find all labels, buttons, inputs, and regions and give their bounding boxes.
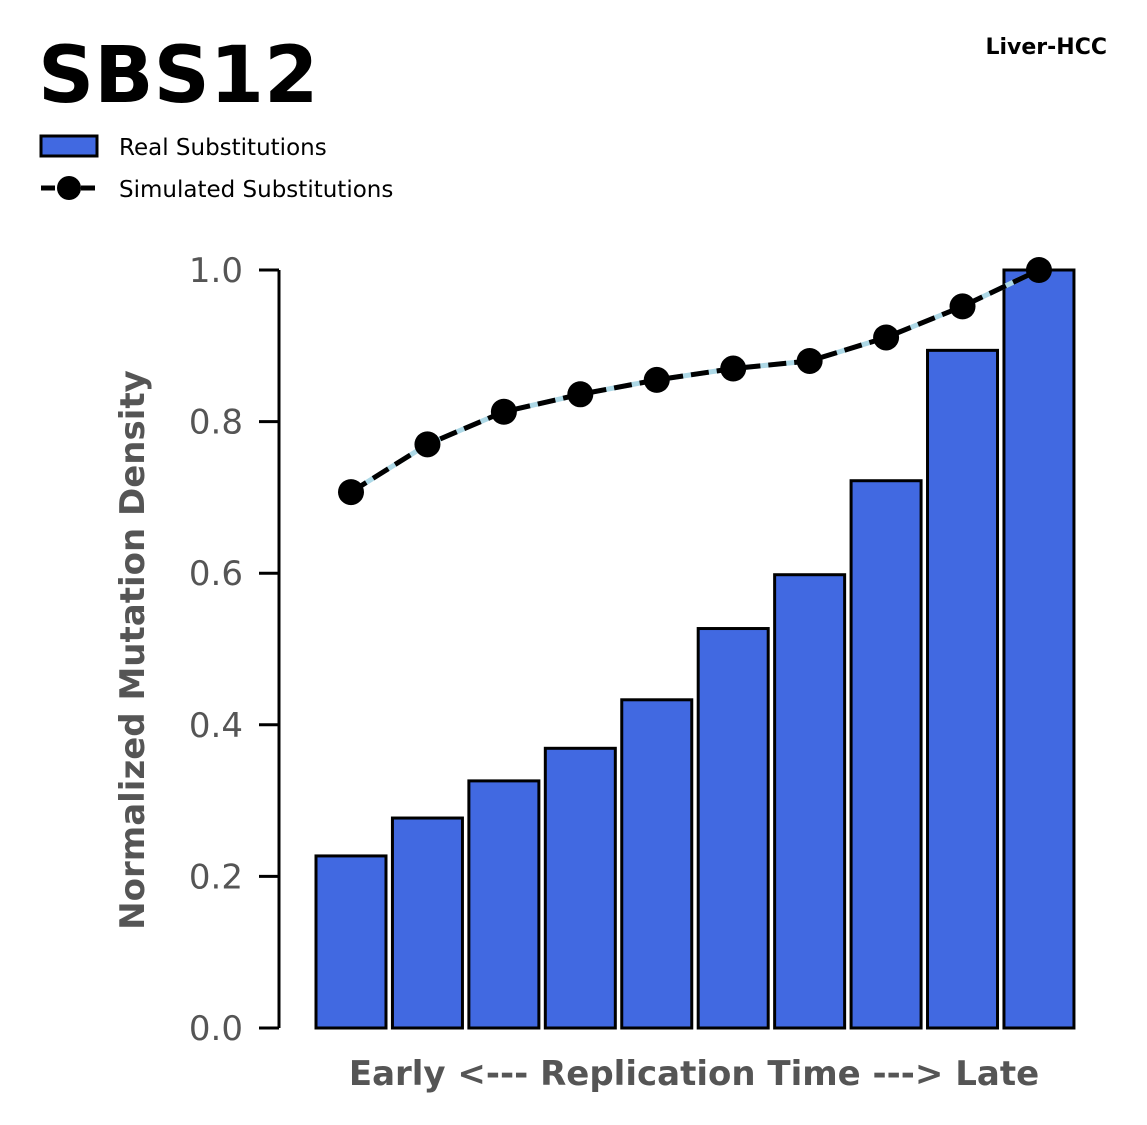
simulated-point-3 [490, 398, 517, 425]
y-axis-label: Normalized Mutation Density [113, 370, 153, 930]
simulated-point-6 [720, 355, 747, 382]
legend-swatch-real [39, 134, 99, 158]
simulated-point-2 [414, 431, 441, 458]
simulated-point-9 [949, 293, 976, 320]
y-tick-label-4: 0.8 [189, 403, 243, 443]
simulated-point-8 [873, 324, 900, 351]
bar-2 [390, 816, 464, 1030]
chart-subtitle: Liver-HCC [985, 35, 1107, 60]
x-axis-label: Early <--- Replication Time ---> Late [349, 1054, 1039, 1094]
bar-9 [926, 348, 1000, 1030]
simulated-point-7 [796, 347, 823, 374]
y-axis: 0.0 0.2 0.4 0.6 0.8 1.0 [189, 251, 281, 1049]
legend-marker-simulated [57, 176, 81, 200]
legend-label-real: Real Substitutions [119, 135, 327, 161]
bar-series-real [314, 268, 1076, 1030]
simulated-point-10 [1025, 257, 1052, 283]
bar-1 [314, 854, 388, 1030]
bar-10 [1002, 268, 1076, 1030]
y-tick-label-3: 0.6 [189, 554, 243, 594]
bar-5 [620, 698, 694, 1030]
chart-title: SBS12 [38, 31, 318, 121]
y-tick-label-2: 0.4 [189, 706, 243, 746]
simulated-line [349, 267, 1041, 495]
bar-7 [773, 573, 847, 1030]
simulated-point-5 [643, 366, 670, 393]
bar-6 [696, 627, 770, 1030]
bar-4 [543, 746, 617, 1030]
simulated-point-4 [567, 381, 594, 408]
y-tick-label-1: 0.2 [189, 857, 243, 897]
legend-label-simulated: Simulated Substitutions [119, 177, 393, 203]
y-tick-label-5: 1.0 [189, 251, 243, 291]
legend: Real Substitutions Simulated Substitutio… [39, 134, 393, 203]
bar-8 [849, 479, 923, 1030]
y-tick-label-0: 0.0 [189, 1009, 243, 1049]
bar-3 [467, 779, 541, 1030]
line-series-simulated [338, 257, 1052, 506]
simulated-point-1 [338, 479, 364, 506]
